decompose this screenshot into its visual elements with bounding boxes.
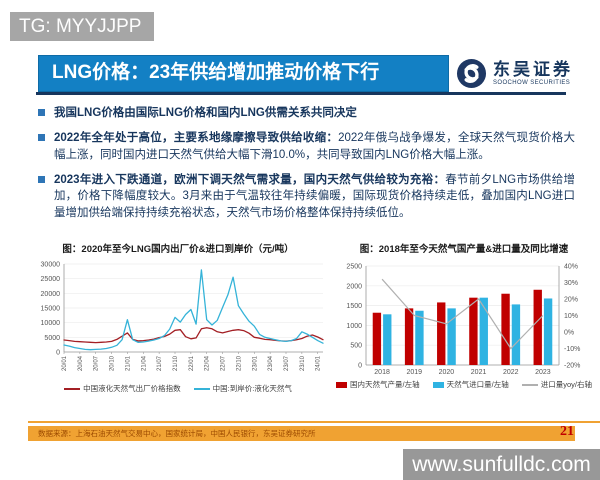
svg-text:500: 500 [350,343,362,350]
legend-item: 中国:到岸价:液化天然气 [193,383,292,394]
svg-text:22/04: 22/04 [205,355,211,371]
source-text: 数据来源：上海石油天然气交易中心，国家统计局，中国人民银行，东吴证券研究所 [38,429,316,438]
header-divider [36,92,566,95]
bullet-rest: 2022年俄乌战争爆发，全球天然气现货价格大幅上涨，同时国内进口天然气供给大幅下… [54,132,575,161]
svg-text:23/04: 23/04 [268,355,274,371]
legend-item: 国内天然气产量/左轴 [336,379,420,390]
legend-label: 进口量yoy/右轴 [540,380,592,389]
legend-label: 中国:到岸价:液化天然气 [212,384,292,393]
svg-text:23/07: 23/07 [284,355,290,371]
svg-text:2500: 2500 [346,264,362,271]
page-title: LNG价格：23年供给增加推动价格下行 [52,62,380,83]
lng-price-line-chart: 0 5000 10000 15000 20000 25000 30000 20/01 20/04… [41,262,324,371]
svg-text:1500: 1500 [346,303,362,310]
bullet-square-icon [38,134,45,142]
gas-supply-combo-chart: 0 500 1000 1500 2000 2500 40% 30% 20% 10% 0% -10% -2… [346,264,580,377]
svg-text:0: 0 [56,350,60,357]
svg-text:25000: 25000 [41,276,61,283]
svg-text:30000: 30000 [41,262,61,269]
bullet-square-icon [38,109,45,116]
svg-text:2021: 2021 [471,369,487,376]
svg-text:22/07: 22/07 [221,355,227,371]
svg-text:20/07: 20/07 [94,355,100,371]
svg-text:30%: 30% [564,280,578,287]
bullet-square-icon [38,175,45,183]
bullet-rest: 春节前夕LNG市场供给增加，价格下降幅度较大。3月来由于气温较往年持续偏暖，国际… [54,173,575,219]
slide-title-bar: LNG价格：23年供给增加推动价格下行 [38,55,449,92]
source-bar: 数据来源：上海石油天然气交易中心，国家统计局，中国人民银行，东吴证券研究所 [28,426,575,441]
chart-lng-price: 图：2020年至今LNG国内出厂价&进口到岸价（元/吨） 0 5000 10000 1… [28,237,328,394]
brand-text: 东吴证券 SOOCHOW SECURITIES [493,61,573,86]
svg-text:40%: 40% [564,264,578,271]
charts-row: 图：2020年至今LNG国内出厂价&进口到岸价（元/吨） 0 5000 10000 1… [28,237,592,394]
bullet-item: 我国LNG价格由国际LNG价格和国内LNG供需关系共同决定 [38,105,575,121]
svg-text:24/01: 24/01 [316,355,322,371]
svg-text:20/04: 20/04 [78,355,84,371]
svg-text:23/10: 23/10 [300,355,306,371]
footer-accent-line [28,421,600,423]
svg-text:1000: 1000 [346,323,362,330]
svg-text:15000: 15000 [41,306,61,313]
bullet-text: 2022年全年处于高位，主要系地缘摩擦导致供给收缩：2022年俄乌战争爆发，全球… [54,130,575,163]
svg-text:21/04: 21/04 [141,355,147,371]
legend-item: 进口量yoy/右轴 [521,379,592,390]
svg-text:22/10: 22/10 [236,355,242,371]
chart-legend: 国内天然气产量/左轴 天然气进口量/左轴 进口量yoy/右轴 [336,379,592,390]
legend-label: 国内天然气产量/左轴 [350,380,420,389]
bullet-item: 2023年进入下跌通道，欧洲下调天然气需求量，国内天然气供给较为充裕：春节前夕L… [38,172,575,221]
svg-text:10%: 10% [564,313,578,320]
svg-text:-20%: -20% [564,363,580,370]
brand-name: 东吴证券 [493,60,573,79]
svg-text:2020: 2020 [439,369,455,376]
svg-text:0%: 0% [564,330,574,337]
legend-swatch-icon [193,387,210,390]
svg-text:5000: 5000 [44,335,60,342]
legend-item: 中国液化天然气出厂价格指数 [64,383,181,394]
svg-text:0: 0 [358,363,362,370]
svg-text:2000: 2000 [346,283,362,290]
legend-label: 中国液化天然气出厂价格指数 [83,384,181,393]
chart-legend: 中国液化天然气出厂价格指数 中国:到岸价:液化天然气 [64,383,292,394]
svg-text:-10%: -10% [564,346,580,353]
legend-label: 天然气进口量/左轴 [446,380,509,389]
bullet-list: 我国LNG价格由国际LNG价格和国内LNG供需关系共同决定 2022年全年处于高… [38,105,575,230]
svg-text:21/07: 21/07 [157,355,163,371]
legend-swatch-icon [432,381,444,388]
legend-swatch-icon [336,381,348,388]
svg-text:2023: 2023 [535,369,551,376]
svg-text:20/10: 20/10 [110,355,116,371]
svg-text:2019: 2019 [406,369,422,376]
bullet-lead: 2022年全年处于高位，主要系地缘摩擦导致供给收缩： [54,132,339,145]
brand-logo: 东吴证券 SOOCHOW SECURITIES [456,58,573,89]
page-number: 21 [560,424,574,439]
svg-text:20%: 20% [564,297,578,304]
brand-subtitle: SOOCHOW SECURITIES [493,80,571,86]
soochow-logo-icon [456,58,487,89]
chart-gas-supply: 图：2018年至今天然气国产量&进口量及同比增速 0 500 1000 1500 200… [336,237,592,394]
svg-text:20/01: 20/01 [62,355,68,371]
svg-text:2022: 2022 [503,369,519,376]
legend-swatch-icon [521,383,538,386]
legend-swatch-icon [64,387,81,390]
bullet-lead: 我国LNG价格由国际LNG价格和国内LNG供需关系共同决定 [54,107,357,119]
bullet-lead: 2023年进入下跌通道，欧洲下调天然气需求量，国内天然气供给较为充裕： [54,173,446,186]
svg-text:10000: 10000 [41,320,61,327]
bullet-text: 我国LNG价格由国际LNG价格和国内LNG供需关系共同决定 [54,105,357,121]
site-watermark: www.sunfulldc.com [403,449,600,480]
svg-text:21/10: 21/10 [173,355,179,371]
svg-text:2018: 2018 [374,369,390,376]
chart-title: 图：2020年至今LNG国内出厂价&进口到岸价（元/吨） [62,244,294,255]
svg-text:21/01: 21/01 [125,355,131,371]
svg-text:22/01: 22/01 [189,355,195,371]
legend-item: 天然气进口量/左轴 [432,379,509,390]
chart-title: 图：2018年至今天然气国产量&进口量及同比增速 [359,244,569,255]
bullet-item: 2022年全年处于高位，主要系地缘摩擦导致供给收缩：2022年俄乌战争爆发，全球… [38,130,575,163]
svg-text:23/01: 23/01 [252,355,258,371]
bullet-text: 2023年进入下跌通道，欧洲下调天然气需求量，国内天然气供给较为充裕：春节前夕L… [54,172,575,221]
tg-watermark-badge: TG: MYYJJPP [10,12,154,41]
svg-text:20000: 20000 [41,291,61,298]
